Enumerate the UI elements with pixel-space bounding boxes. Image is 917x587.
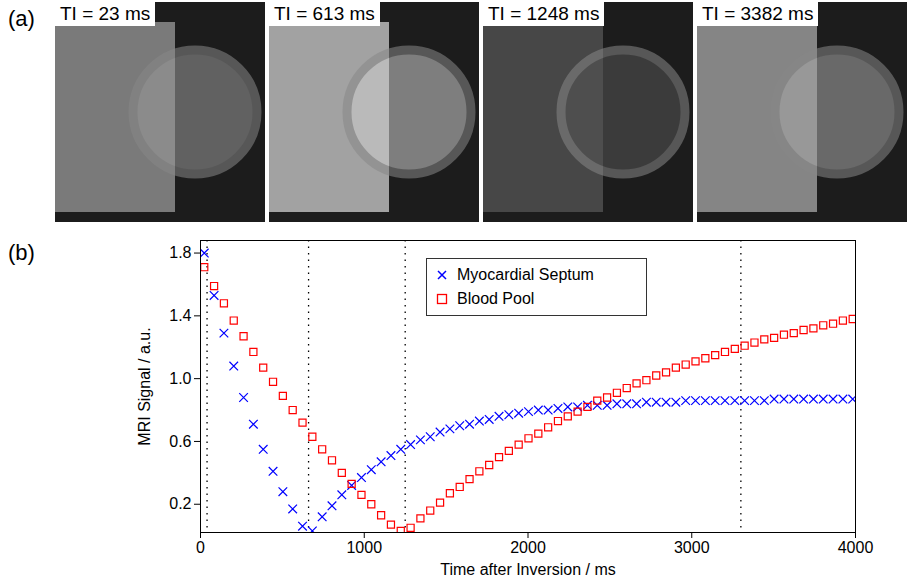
svg-text:4000: 4000 [838,539,874,556]
svg-text:0.6: 0.6 [169,433,191,450]
svg-text:0.2: 0.2 [169,495,191,512]
html-text:TI = 613 ms: TI = 613 ms [274,3,375,24]
html-text:(b): (b) [8,240,35,265]
svg-text:3000: 3000 [674,539,710,556]
html-text:TI = 23 ms: TI = 23 ms [60,3,151,24]
svg-text:Time after Inversion / ms: Time after Inversion / ms [440,561,615,578]
svg-text:MRI Signal / a.u.: MRI Signal / a.u. [136,327,153,445]
html-text:(a): (a) [8,6,35,31]
html-text:TI = 1248 ms: TI = 1248 ms [488,3,600,24]
svg-text:1.4: 1.4 [169,307,191,324]
html-text:Blood Pool: Blood Pool [457,290,535,307]
svg-text:0: 0 [196,539,205,556]
svg-text:1.0: 1.0 [169,370,191,387]
svg-text:1000: 1000 [346,539,382,556]
svg-text:2000: 2000 [510,539,546,556]
svg-text:1.8: 1.8 [169,244,191,261]
html-text:Myocardial Septum: Myocardial Septum [457,266,594,283]
html-text:TI = 3382 ms: TI = 3382 ms [702,3,814,24]
